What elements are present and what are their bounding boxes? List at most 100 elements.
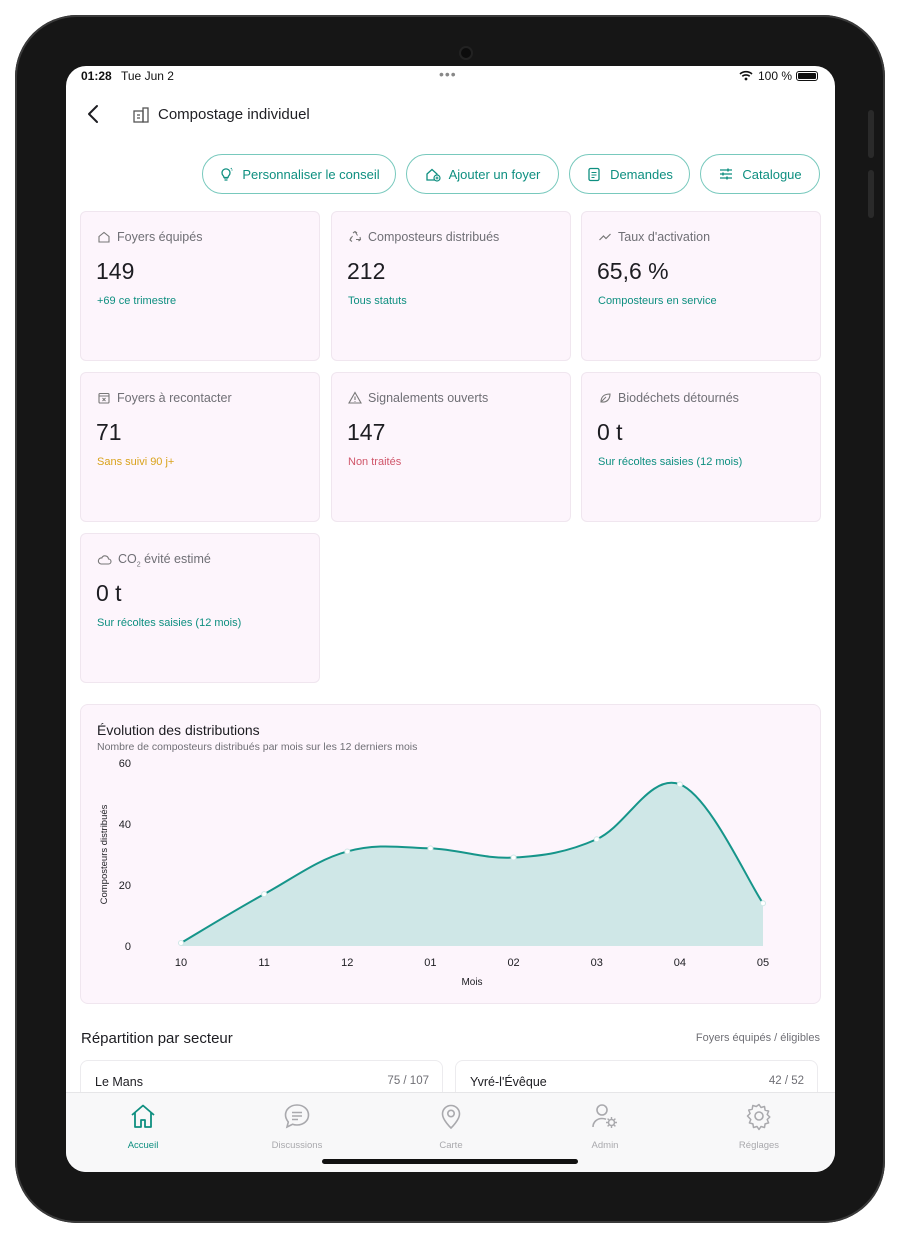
sector-name: Le Mans [95,1075,143,1089]
bottom-tab-bar: Accueil Discussions Carte Admin Réglages [66,1092,835,1172]
catalog-label: Catalogue [742,166,802,182]
gear-icon [746,1103,771,1131]
tab-label: Accueil [127,1140,159,1151]
stat-value: 65,6 % [597,258,669,284]
stat-sub: Non traités [348,456,402,468]
trend-icon [599,233,611,241]
page-header: Compostage individuel [66,96,835,136]
back-button[interactable] [82,102,106,126]
cloud-icon [97,555,112,565]
status-time: 01:28 [81,69,112,83]
sliders-icon [720,168,733,180]
chart-data-point[interactable] [510,854,517,861]
home-indicator[interactable] [322,1159,578,1164]
chart-x-tick-label: 10 [175,957,187,969]
lightbulb-icon [221,167,233,181]
chart-x-tick-label: 12 [341,957,353,969]
stat-label: Foyers à recontacter [117,391,232,405]
tab-settings[interactable]: Réglages [682,1093,835,1163]
catalog-button[interactable]: Catalogue [700,154,820,194]
chart-x-axis-label: Mois [461,977,482,988]
tab-label: Admin [591,1140,619,1151]
stat-sub: Composteurs en service [598,295,717,307]
stat-value: 147 [347,419,386,445]
chart-x-tick-label: 04 [674,957,686,969]
chart-x-tick-label: 01 [424,957,436,969]
action-bar: Personnaliser le conseil Ajouter un foye… [66,154,835,194]
volume-down-button [868,170,874,218]
chart-y-tick-label: 20 [119,880,131,892]
stat-sub: Sur récoltes saisies (12 mois) [598,456,743,468]
volume-up-button [868,110,874,158]
recycle-icon [349,230,362,242]
distribution-chart-card: Évolution des distributions Nombre de co… [80,704,821,1004]
stat-sub: Sur récoltes saisies (12 mois) [97,617,242,629]
stat-card-households-recontact[interactable]: Foyers à recontacter 71 Sans suivi 90 j+ [80,372,320,522]
multitasking-dots-icon[interactable]: ••• [439,66,457,82]
personalize-advice-label: Personnaliser le conseil [242,166,380,182]
stat-label: Signalements ouverts [368,391,489,405]
calendar-x-icon [98,392,110,404]
tab-admin[interactable]: Admin [528,1093,682,1163]
stat-card-open-reports[interactable]: Signalements ouverts 147 Non traités [331,372,571,522]
house-add-icon [425,168,441,182]
tab-map[interactable]: Carte [374,1093,528,1163]
stat-label: Composteurs distribués [368,230,500,244]
stat-card-biowaste-diverted[interactable]: Biodéchets détournés 0 t Sur récoltes sa… [581,372,821,522]
sector-name: Yvré-l'Évêque [470,1075,547,1089]
chart-y-axis-label: Composteurs distribués [99,804,110,904]
front-camera [459,46,473,60]
clipboard-icon [588,167,600,182]
chat-icon [284,1104,310,1129]
chart-y-tick-label: 40 [119,819,131,831]
chart-data-point[interactable] [593,836,600,843]
sector-ratio: 75 / 107 [387,1075,429,1087]
chart-data-point[interactable] [760,900,766,907]
chart-data-point[interactable] [344,848,351,855]
building-icon [132,106,150,129]
stat-card-households-equipped[interactable]: Foyers équipés 149 +69 ce trimestre [80,211,320,361]
stat-card-co2-avoided[interactable]: CO2 évité estimé 0 t Sur récoltes saisie… [80,533,320,683]
chart-data-point[interactable] [676,781,683,788]
distribution-chart: 0 20 40 60 10 11 12 01 02 03 04 05 Mois Composteur… [99,758,769,988]
battery-percent: 100 % [758,69,793,83]
wifi-icon [739,70,753,84]
chart-y-tick-label: 60 [119,758,131,770]
battery-icon [796,71,818,81]
map-pin-icon [441,1104,461,1130]
stat-value: 0 t [597,419,623,445]
tab-label: Discussions [271,1140,323,1151]
chart-data-point[interactable] [427,845,434,852]
chart-y-tick-label: 0 [125,941,131,953]
sector-section-title: Répartition par secteur [81,1030,233,1047]
sector-ratio: 42 / 52 [768,1075,804,1087]
stat-card-activation-rate[interactable]: Taux d'activation 65,6 % Composteurs en … [581,211,821,361]
chart-x-tick-label: 02 [507,957,519,969]
add-household-button[interactable]: Ajouter un foyer [406,154,559,194]
user-gear-icon [592,1104,617,1128]
tab-label: Réglages [738,1140,780,1151]
chart-data-point[interactable] [261,891,268,898]
stat-value: 212 [347,258,386,284]
home-icon [131,1104,155,1128]
status-bar: 01:28 Tue Jun 2 ••• 100 % [66,66,835,88]
chart-subtitle: Nombre de composteurs distribués par moi… [97,741,418,753]
sector-section-hint: Foyers équipés / éligibles [695,1032,820,1044]
chevron-left-icon [88,105,98,123]
chart-x-tick-label: 03 [591,957,603,969]
add-household-label: Ajouter un foyer [448,166,541,182]
chart-x-tick-label: 05 [757,957,769,969]
chart-data-point[interactable] [178,939,184,946]
stat-label: CO2 évité estimé [118,552,211,569]
page-title: Compostage individuel [158,106,310,123]
stat-sub: Sans suivi 90 j+ [97,456,175,468]
tab-home[interactable]: Accueil [66,1093,220,1163]
tab-discussions[interactable]: Discussions [220,1093,374,1163]
chart-x-tick-label: 11 [258,957,269,969]
chart-area-fill [181,782,763,946]
stat-label: Biodéchets détournés [618,391,739,405]
requests-button[interactable]: Demandes [569,154,690,194]
status-date: Tue Jun 2 [121,69,174,83]
stat-card-composters-distributed[interactable]: Composteurs distribués 212 Tous statuts [331,211,571,361]
personalize-advice-button[interactable]: Personnaliser le conseil [202,154,396,194]
